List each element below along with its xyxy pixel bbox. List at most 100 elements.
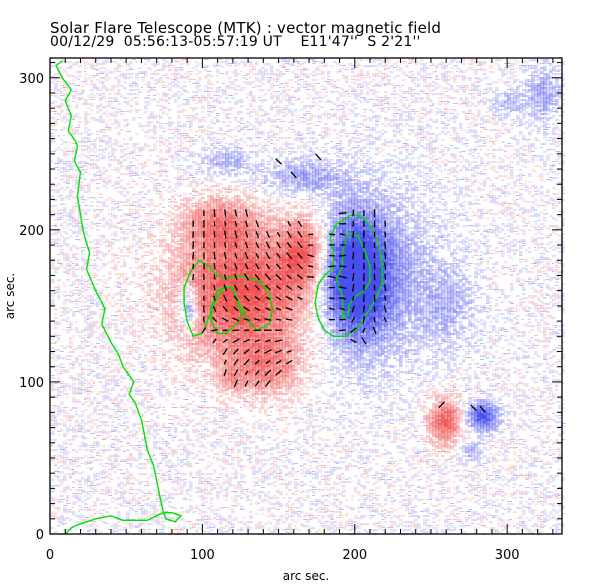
field-vector	[362, 315, 366, 324]
y-axis-label: arc sec.	[3, 273, 17, 319]
x-tick-label: 0	[46, 548, 54, 563]
field-vector	[253, 318, 261, 321]
field-vector	[351, 305, 355, 313]
field-vector	[384, 262, 387, 271]
field-vector	[264, 379, 271, 387]
field-vector	[255, 263, 260, 270]
field-vector	[243, 348, 250, 355]
field-vector	[234, 273, 238, 281]
field-vector	[339, 233, 346, 236]
field-vector	[275, 318, 282, 321]
field-vector	[329, 297, 335, 300]
field-vector	[265, 360, 271, 365]
y-tick-label: 300	[19, 72, 44, 87]
field-vector	[384, 241, 387, 249]
field-vector	[275, 285, 282, 291]
field-vector	[372, 326, 377, 334]
field-vector	[264, 284, 271, 291]
field-vector	[244, 273, 250, 281]
field-vector	[213, 284, 216, 291]
field-vector	[213, 231, 216, 238]
field-vector	[384, 231, 387, 238]
field-vector	[222, 348, 228, 355]
field-vector	[254, 306, 261, 311]
field-vector	[213, 263, 216, 270]
plot-frame	[49, 57, 563, 535]
field-vector	[275, 158, 282, 165]
field-vector	[275, 273, 282, 281]
field-vector	[384, 251, 387, 260]
chart-subtitle: 00/12/29 05:56:13-05:57:19 UT E11'47'' S…	[50, 34, 421, 50]
field-vector	[243, 318, 250, 322]
y-tick-label: 0	[36, 528, 44, 543]
field-vector	[286, 263, 292, 269]
field-vector	[384, 274, 387, 280]
field-vector	[296, 263, 304, 270]
field-vector	[245, 209, 249, 217]
y-tick-label: 200	[19, 224, 44, 239]
field-vector	[362, 327, 366, 333]
field-vector	[264, 369, 272, 377]
field-vector	[349, 327, 357, 333]
field-vector	[275, 360, 282, 365]
field-vector	[222, 317, 229, 322]
field-vector	[223, 263, 227, 270]
field-vector	[213, 295, 216, 301]
field-vector	[264, 349, 272, 354]
field-vector	[339, 297, 346, 300]
field-vector	[276, 241, 281, 249]
field-vector	[244, 284, 249, 291]
field-vector	[338, 211, 347, 215]
field-vector	[274, 339, 283, 343]
field-vector	[224, 209, 227, 217]
field-vector	[470, 404, 478, 411]
field-vector	[192, 263, 195, 269]
field-vector	[234, 220, 238, 227]
field-vector	[351, 283, 355, 292]
field-vector	[232, 317, 240, 322]
field-vector	[243, 358, 250, 366]
field-vector	[223, 294, 228, 302]
field-vector	[233, 358, 239, 366]
field-vector	[286, 241, 292, 249]
field-vector	[244, 370, 249, 376]
field-vector	[243, 338, 250, 343]
field-vector	[265, 230, 271, 239]
field-vector	[192, 241, 195, 249]
field-vector	[202, 316, 205, 323]
field-vector	[351, 316, 356, 323]
field-vector	[201, 327, 207, 334]
field-vector	[276, 252, 281, 259]
field-vector	[254, 339, 260, 343]
field-vector	[222, 338, 228, 344]
field-vector	[275, 296, 282, 301]
field-vector	[244, 263, 249, 270]
field-vector	[286, 349, 292, 354]
field-vector	[213, 209, 216, 217]
field-vector	[338, 286, 347, 290]
field-vector	[232, 338, 240, 344]
field-vector	[276, 231, 281, 237]
field-vector	[339, 254, 347, 257]
field-vector	[233, 379, 238, 388]
field-vector	[192, 273, 195, 281]
magnetic-field-map	[51, 59, 566, 536]
field-vector	[276, 263, 282, 270]
field-vector	[339, 329, 346, 332]
field-vector	[352, 272, 355, 281]
field-vector	[232, 329, 240, 332]
field-vector	[285, 318, 293, 321]
field-vector	[338, 275, 347, 279]
field-vector	[223, 230, 227, 239]
contour-limb	[55, 60, 183, 535]
field-vector	[352, 242, 355, 248]
field-vector	[352, 295, 355, 301]
field-vector	[244, 252, 249, 260]
field-vector	[254, 295, 261, 301]
field-vector	[234, 230, 238, 239]
field-vector	[315, 153, 322, 161]
field-vector	[438, 401, 445, 409]
field-vector	[254, 273, 260, 281]
field-vector	[223, 283, 228, 292]
